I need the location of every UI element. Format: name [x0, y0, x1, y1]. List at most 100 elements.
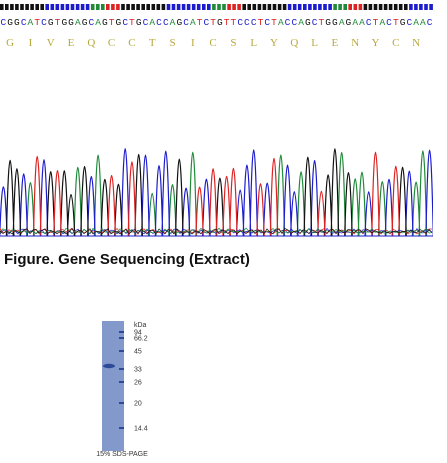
dna-base: T: [231, 17, 237, 28]
quality-block: [171, 4, 176, 10]
dna-base: C: [1, 17, 7, 28]
dna-base: A: [190, 17, 196, 28]
marker-label: 20: [134, 401, 142, 408]
dna-base: A: [339, 17, 345, 28]
marker-band: [119, 381, 124, 383]
quality-block: [308, 4, 312, 10]
dna-base: A: [278, 17, 284, 28]
quality-block: [368, 4, 373, 10]
dna-base: A: [149, 17, 155, 28]
quality-block: [383, 4, 388, 10]
quality-block: [348, 4, 352, 10]
quality-block: [277, 4, 282, 10]
dna-base: G: [346, 17, 352, 28]
quality-block: [166, 4, 171, 10]
dna-base: T: [109, 17, 115, 28]
dna-base: G: [217, 17, 223, 28]
amino-acid: C: [128, 37, 135, 49]
quality-block: [136, 4, 140, 10]
marker-label: 94: [134, 330, 142, 337]
dna-base: C: [122, 17, 128, 28]
quality-block: [70, 4, 75, 10]
quality-block: [424, 4, 428, 10]
dna-base: T: [373, 17, 379, 28]
quality-block: [272, 4, 277, 10]
quality-block: [55, 4, 60, 10]
dna-base: G: [48, 17, 54, 28]
amino-acid: I: [191, 37, 195, 49]
quality-block: [338, 4, 342, 10]
dna-base: G: [102, 17, 108, 28]
marker-label: 14.4: [134, 426, 148, 433]
dna-base: A: [95, 17, 101, 28]
marker-band: [119, 350, 124, 352]
figure-caption: Figure. Gene Sequencing (Extract): [4, 251, 250, 268]
amino-acid: L: [311, 37, 318, 49]
quality-block: [378, 4, 383, 10]
marker-label: 66.2: [134, 336, 148, 343]
dna-base: T: [258, 17, 264, 28]
dna-base: C: [163, 17, 169, 28]
dna-base: C: [183, 17, 189, 28]
dna-base: A: [413, 17, 419, 28]
dna-base: C: [285, 17, 291, 28]
quality-block: [297, 4, 302, 10]
quality-block: [161, 4, 166, 10]
quality-block: [106, 4, 110, 10]
dna-base: C: [41, 17, 47, 28]
quality-block: [5, 4, 9, 10]
quality-block: [242, 4, 246, 10]
quality-block: [85, 4, 90, 10]
dna-base: A: [379, 17, 385, 28]
marker-label: 26: [134, 380, 142, 387]
quality-block: [282, 4, 287, 10]
quality-block: [212, 4, 216, 10]
quality-block: [15, 4, 19, 10]
quality-block: [25, 4, 29, 10]
quality-block: [323, 4, 327, 10]
dna-base: T: [55, 17, 61, 28]
gel-caption: 15% SDS-PAGE: [96, 451, 148, 458]
dna-base: C: [244, 17, 250, 28]
sds-page-gel: kDa 94 66.2 45 33 26 20 14.4 15% SDS-PAGE: [88, 318, 168, 463]
quality-block: [101, 4, 105, 10]
dna-base: G: [176, 17, 182, 28]
quality-block: [227, 4, 231, 10]
gel-lane-shade: [102, 321, 124, 451]
dna-base: C: [264, 17, 270, 28]
amino-acid: Q: [290, 37, 298, 49]
quality-block: [191, 4, 196, 10]
quality-block: [252, 4, 257, 10]
quality-block: [303, 4, 307, 10]
dna-base: C: [204, 17, 210, 28]
peaks: [0, 148, 433, 237]
dna-base: G: [400, 17, 406, 28]
marker-label: 33: [134, 367, 142, 374]
quality-block: [328, 4, 332, 10]
dna-base: T: [197, 17, 203, 28]
dna-base: G: [325, 17, 331, 28]
dna-base: G: [7, 17, 13, 28]
quality-block: [10, 4, 14, 10]
dna-base: C: [427, 17, 433, 28]
dna-base: T: [210, 17, 216, 28]
quality-block: [40, 4, 44, 10]
amino-acid: I: [29, 37, 33, 49]
quality-block: [232, 4, 236, 10]
dna-base: A: [352, 17, 358, 28]
quality-block: [20, 4, 24, 10]
dna-base: C: [88, 17, 94, 28]
amino-acid: S: [169, 37, 175, 49]
quality-block: [237, 4, 241, 10]
marker-band: [119, 337, 124, 339]
quality-block: [90, 4, 95, 10]
quality-block: [267, 4, 272, 10]
dna-base: G: [332, 17, 338, 28]
quality-block: [429, 4, 433, 10]
dna-base: A: [298, 17, 304, 28]
quality-block: [358, 4, 363, 10]
quality-block: [217, 4, 221, 10]
